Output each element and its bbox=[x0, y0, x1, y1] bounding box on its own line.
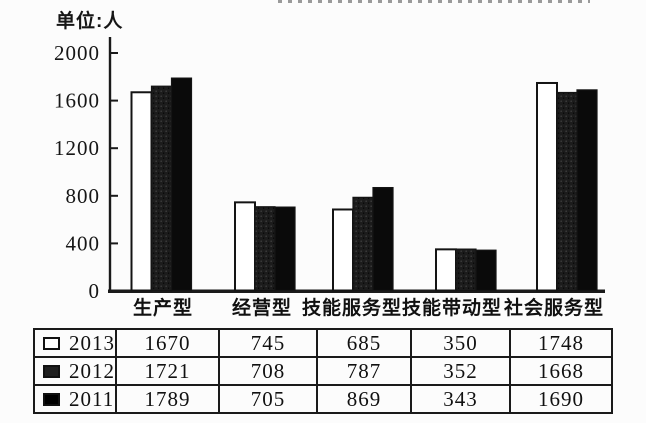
category-label: 技能服务型 bbox=[302, 296, 402, 319]
y-tick-label: 0 bbox=[89, 279, 101, 303]
cropped-title-fragment bbox=[278, 0, 590, 3]
bar-2012-3 bbox=[455, 248, 477, 292]
x-axis-line bbox=[108, 289, 605, 293]
y-axis-line bbox=[108, 37, 112, 291]
value-cell: 869 bbox=[316, 384, 412, 414]
bar-2012-4 bbox=[556, 91, 578, 292]
bar-2013-2 bbox=[332, 208, 354, 292]
value-cell: 350 bbox=[410, 328, 511, 358]
value-cell: 685 bbox=[316, 328, 412, 358]
value-cell: 1670 bbox=[115, 328, 220, 358]
bar-2011-2 bbox=[372, 186, 394, 292]
category-label: 技能带动型 bbox=[402, 296, 502, 319]
value-cell: 1668 bbox=[509, 356, 613, 386]
category-label: 生产型 bbox=[133, 296, 193, 319]
series-year-label: 2012 bbox=[69, 358, 115, 383]
value-cell: 1748 bbox=[509, 328, 613, 358]
value-cell: 705 bbox=[218, 384, 318, 414]
category-label: 经营型 bbox=[232, 296, 292, 319]
table-row: 2013 1670 745 685 350 1748 bbox=[33, 328, 613, 358]
series-year-label: 2013 bbox=[69, 330, 115, 355]
legend-inner: 2012 bbox=[35, 359, 115, 384]
table-row: 2011 1789 705 869 343 1690 bbox=[33, 384, 613, 414]
value-cell: 708 bbox=[218, 356, 318, 386]
bar-chart: 0 400 800 1200 1600 2000 生产型 经营型 技能服务型 技能带动型 社会服务型 bbox=[54, 37, 605, 319]
y-tick-label: 1600 bbox=[54, 89, 100, 113]
table-row: 2012 1721 708 787 352 1668 bbox=[33, 356, 613, 386]
data-table: 2013 1670 745 685 350 1748 2012 1721 708 787 352 16… bbox=[33, 328, 613, 414]
value-cell: 1721 bbox=[115, 356, 220, 386]
series-swatch-icon bbox=[43, 336, 60, 350]
series-swatch-icon bbox=[43, 364, 60, 378]
legend-cell: 2011 bbox=[33, 384, 117, 414]
bar-2013-0 bbox=[130, 91, 153, 292]
unit-label: 单位:人 bbox=[56, 11, 124, 32]
bar-2011-4 bbox=[576, 89, 598, 292]
bar-2013-3 bbox=[435, 248, 457, 292]
bar-2011-0 bbox=[170, 77, 193, 292]
bar-2013-1 bbox=[234, 201, 256, 292]
bar-2011-3 bbox=[475, 249, 497, 292]
value-cell: 343 bbox=[410, 384, 511, 414]
value-cell: 787 bbox=[316, 356, 412, 386]
chart-data-table: 2013 1670 745 685 350 1748 2012 1721 708 787 352 16… bbox=[33, 328, 613, 414]
legend-cell: 2012 bbox=[33, 356, 117, 386]
category-label: 社会服务型 bbox=[503, 296, 604, 319]
y-tick-label: 800 bbox=[66, 184, 101, 208]
bar-2011-1 bbox=[274, 206, 296, 292]
value-cell: 1789 bbox=[115, 384, 220, 414]
value-cell: 1690 bbox=[509, 384, 613, 414]
y-tick-label: 1200 bbox=[54, 136, 100, 160]
series-swatch-icon bbox=[43, 392, 60, 406]
value-cell: 352 bbox=[410, 356, 511, 386]
bar-2012-1 bbox=[254, 206, 276, 292]
bar-2012-2 bbox=[352, 196, 374, 292]
value-cell: 745 bbox=[218, 328, 318, 358]
y-tick-label: 400 bbox=[66, 231, 101, 255]
bar-2012-0 bbox=[150, 85, 173, 292]
legend-inner: 2013 bbox=[35, 331, 115, 356]
y-tick-label: 2000 bbox=[54, 41, 100, 65]
bar-2013-4 bbox=[536, 81, 558, 292]
legend-cell: 2013 bbox=[33, 328, 117, 358]
legend-inner: 2011 bbox=[35, 387, 115, 412]
series-year-label: 2011 bbox=[69, 386, 115, 411]
